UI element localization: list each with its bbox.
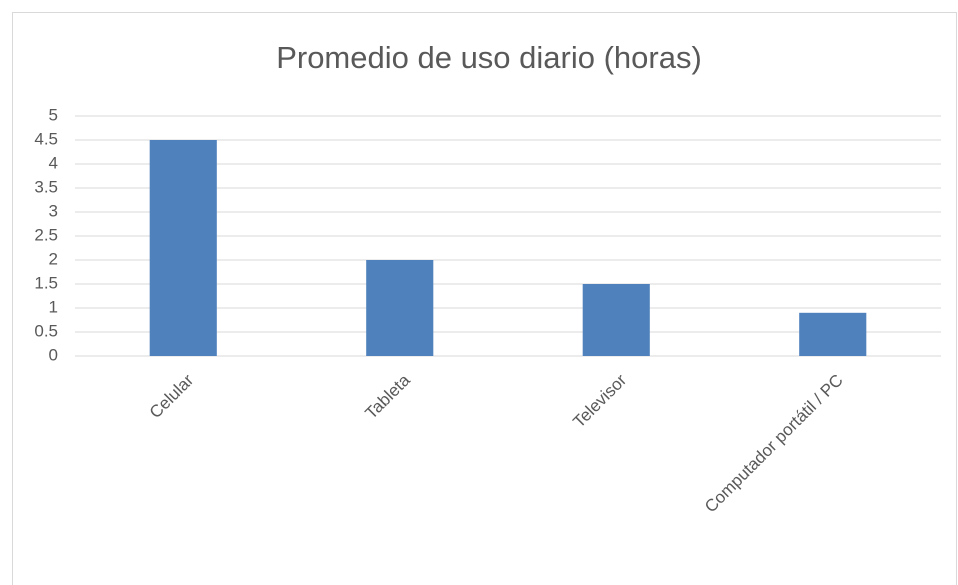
chart-title: Promedio de uso diario (horas) xyxy=(276,40,702,75)
bar xyxy=(366,260,434,356)
y-tick-label: 3 xyxy=(49,201,58,220)
y-tick-label: 4.5 xyxy=(34,129,58,148)
y-tick-label: 1 xyxy=(49,297,58,316)
y-tick-label: 3.5 xyxy=(34,177,58,196)
y-tick-label: 2.5 xyxy=(34,225,58,244)
y-tick-label: 0 xyxy=(49,345,58,364)
y-tick-label: 5 xyxy=(49,105,58,124)
y-tick-label: 2 xyxy=(49,249,58,268)
bar xyxy=(582,284,650,356)
bar xyxy=(799,312,867,356)
y-tick-label: 0.5 xyxy=(34,321,58,340)
bar xyxy=(149,140,217,356)
y-tick-label: 4 xyxy=(49,153,58,172)
y-tick-label: 1.5 xyxy=(34,273,58,292)
